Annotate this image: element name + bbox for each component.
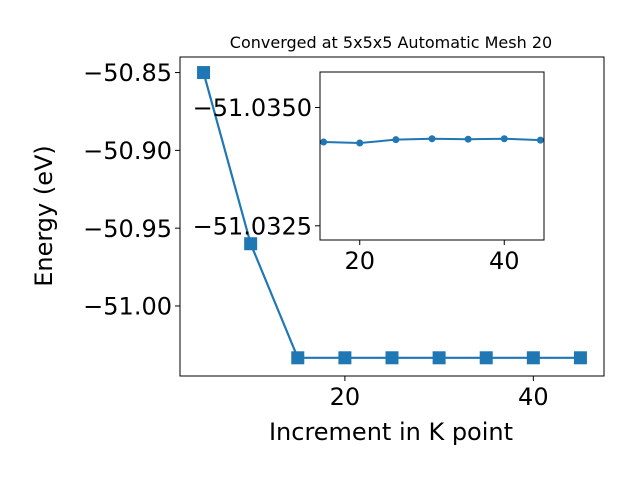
main-y-tick-label: −50.90 <box>83 137 172 165</box>
main-plot-frame <box>179 56 605 377</box>
main-y-tick-label: −50.95 <box>83 215 172 243</box>
main-x-axis: 20 40 <box>330 376 549 411</box>
main-y-tick-label: −50.85 <box>83 59 172 87</box>
inset-data-point <box>464 135 472 143</box>
main-data-point <box>197 66 211 80</box>
main-data-point <box>385 351 399 365</box>
inset-series <box>320 135 544 147</box>
inset-x-tick-label: 40 <box>489 247 520 275</box>
inset-y-tick-label: −51.0350 <box>193 94 312 122</box>
inset-data-point <box>428 135 436 143</box>
inset-y-axis: −51.0350 −51.0325 <box>193 94 320 240</box>
inset-data-point <box>500 135 508 143</box>
main-y-axis: −50.85 −50.90 −50.95 −51.00 <box>83 59 180 321</box>
main-x-tick-label: 20 <box>330 383 361 411</box>
main-data-point <box>432 351 446 365</box>
inset-x-axis: 20 40 <box>344 240 520 275</box>
inset-data-point <box>536 136 544 144</box>
main-series <box>197 66 587 365</box>
x-axis-label: Increment in K point <box>269 418 513 446</box>
main-data-point <box>338 351 352 365</box>
inset-chart: 20 40 −51.0350−51.0325 <box>193 71 545 275</box>
y-axis-label: Energy (eV) <box>30 145 58 287</box>
main-y-tick-label: −51.00 <box>83 293 172 321</box>
main-x-tick-label: 40 <box>518 383 549 411</box>
inset-data-point <box>392 136 400 144</box>
main-data-point <box>526 351 540 365</box>
main-chart: 20 40 −50.85−50.90−50.95−51.00 Converged … <box>30 33 605 446</box>
inset-data-point <box>356 139 364 147</box>
inset-data-point <box>320 138 328 146</box>
inset-background <box>320 72 544 240</box>
inset-x-tick-label: 20 <box>344 247 375 275</box>
main-data-point <box>291 351 305 365</box>
inset-y-tick-label: −51.0325 <box>193 212 312 240</box>
main-data-point <box>244 237 258 251</box>
main-data-point <box>479 351 493 365</box>
chart-title: Converged at 5x5x5 Automatic Mesh 20 <box>230 33 552 52</box>
main-data-point <box>573 351 587 365</box>
inset-plot-frame <box>319 71 545 241</box>
